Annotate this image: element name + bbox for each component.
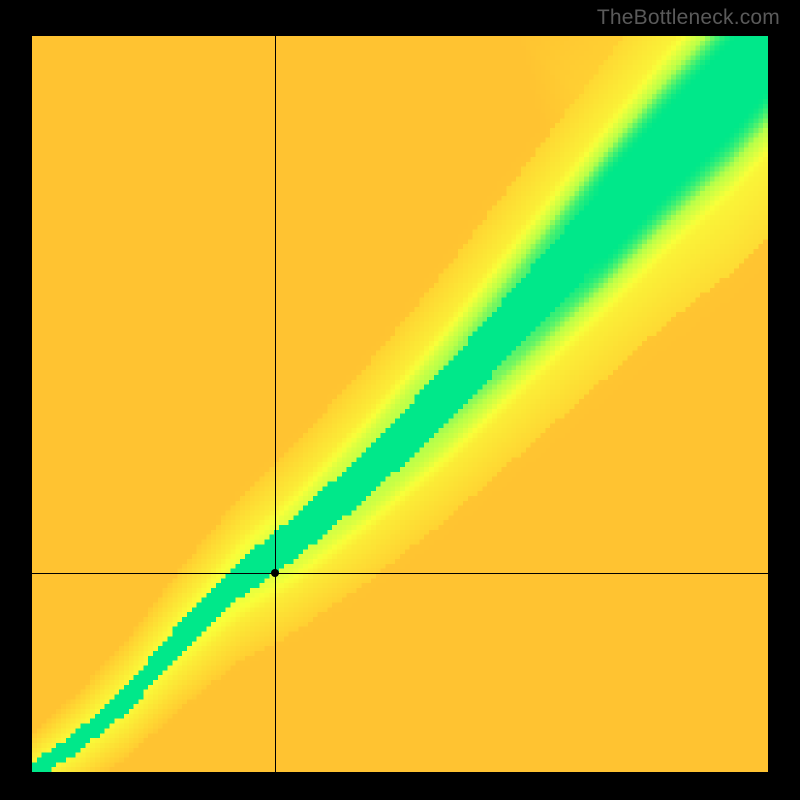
- watermark-text: TheBottleneck.com: [597, 6, 780, 30]
- plot-area: [32, 36, 768, 772]
- bottleneck-heatmap: [32, 36, 768, 772]
- chart-frame: TheBottleneck.com: [0, 0, 800, 800]
- crosshair-horizontal: [32, 573, 768, 574]
- crosshair-vertical: [275, 36, 276, 772]
- crosshair-marker: [271, 569, 279, 577]
